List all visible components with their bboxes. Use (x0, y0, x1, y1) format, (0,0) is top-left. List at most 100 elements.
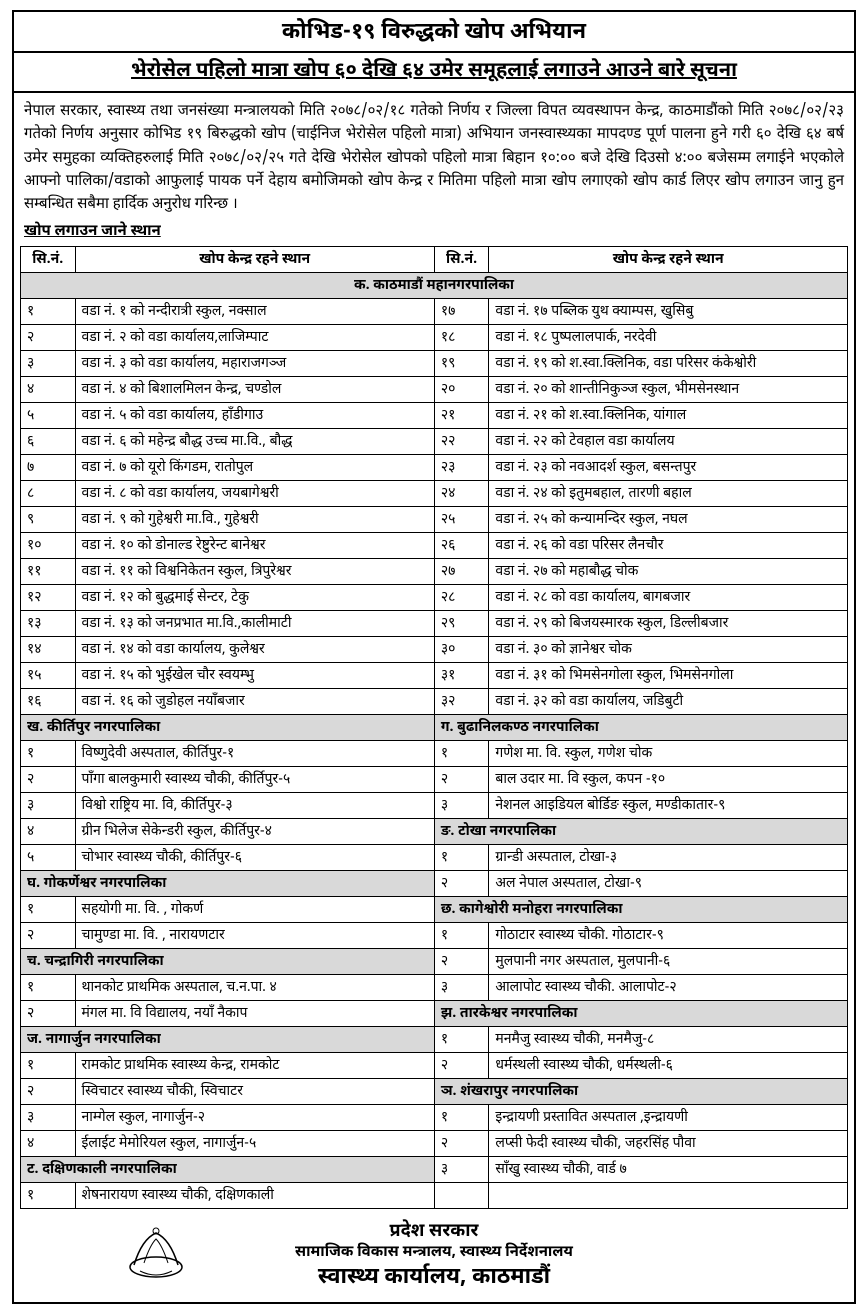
cell: आलापोट स्वास्थ्य चौकी. आलापोट-२ (489, 975, 848, 1001)
cell: वडा नं. ३१ को भिमसेनगोला स्कुल, भिमसेनगो… (489, 663, 848, 689)
section-label: खोप लगाउन जाने स्थान (14, 221, 854, 246)
cell: २ (21, 767, 76, 793)
cell: ६ (21, 429, 76, 455)
cell: स्विचाटर स्वास्थ्य चौकी, स्विचाटर (75, 1079, 434, 1105)
cell: बाल उदार मा. वि स्कुल, कपन -१० (489, 767, 848, 793)
cell: वडा नं. २ को वडा कार्यालय,लाजिम्पाट (75, 325, 434, 351)
table-row: ५वडा नं. ५ को वडा कार्यालय, हाँडीगाउ२१वड… (21, 403, 848, 429)
cell: २ (434, 949, 489, 975)
cell: ३ (434, 975, 489, 1001)
cell: १४ (21, 637, 76, 663)
cell: १ (21, 897, 76, 923)
cell: २६ (434, 533, 489, 559)
table-header-row: सि.नं. खोप केन्द्र रहने स्थान सि.नं. खोप… (21, 247, 848, 273)
cell: वडा नं. २४ को इतुमबहाल, तारणी बहाल (489, 481, 848, 507)
cell: २० (434, 377, 489, 403)
cell: ४ (21, 819, 76, 845)
cell: ज. नागार्जुन नगरपालिका (21, 1027, 435, 1053)
cell: १ (21, 741, 76, 767)
cell: वडा नं. ३ को वडा कार्यालय, महाराजगञ्ज (75, 351, 434, 377)
cell: २८ (434, 585, 489, 611)
table-row: २वडा नं. २ को वडा कार्यालय,लाजिम्पाट१८वड… (21, 325, 848, 351)
cell: ख. कीर्तिपुर नगरपालिका (21, 715, 435, 741)
cell: वडा नं. २५ को कन्यामन्दिर स्कुल, नघल (489, 507, 848, 533)
footer: प्रदेश सरकार सामाजिक विकास मन्त्रालय, स्… (14, 1215, 854, 1302)
table-row: १रामकोट प्राथमिक स्वास्थ्य केन्द्र, रामक… (21, 1053, 848, 1079)
table-row: ट. दक्षिणकाली नगरपालिका३साँखु स्वास्थ्य … (21, 1157, 848, 1183)
cell: वडा नं. २२ को टेवहाल वडा कार्यालय (489, 429, 848, 455)
cell: इन्द्रायणी प्रस्तावित अस्पताल ,इन्द्रायण… (489, 1105, 848, 1131)
cell: ९ (21, 507, 76, 533)
cell: ग्रीन भिलेज सेकेन्डरी स्कुल, कीर्तिपुर-४ (75, 819, 434, 845)
cell: झ. तारकेश्वर नगरपालिका (434, 1001, 847, 1027)
cell: ट. दक्षिणकाली नगरपालिका (21, 1157, 435, 1183)
cell: ग. बुढानिलकण्ठ नगरपालिका (434, 715, 847, 741)
cell: वडा नं. ९ को गुहेश्वरी मा.वि., गुहेश्वरी (75, 507, 434, 533)
cell: १ (21, 1183, 76, 1209)
cell: वडा नं. १६ को जुडोहल नयाँबजार (75, 689, 434, 715)
table-row: च. चन्द्रागिरी नगरपालिका२मुलपानी नगर अस्… (21, 949, 848, 975)
table-row: ११वडा नं. ११ को विश्वनिकेतन स्कुल, त्रिप… (21, 559, 848, 585)
cell: रामकोट प्राथमिक स्वास्थ्य केन्द्र, रामको… (75, 1053, 434, 1079)
table-row: १६वडा नं. १६ को जुडोहल नयाँबजार३२वडा नं.… (21, 689, 848, 715)
cell: २४ (434, 481, 489, 507)
col-sn-left: सि.नं. (21, 247, 76, 273)
cell: २ (21, 1079, 76, 1105)
cell: ३ (21, 351, 76, 377)
cell: २ (434, 1131, 489, 1157)
cell: वडा नं. १५ को भुईखेल चौर स्वयम्भु (75, 663, 434, 689)
cell: वडा नं. १२ को बुद्धमाई सेन्टर, टेकु (75, 585, 434, 611)
cell: गोठाटार स्वास्थ्य चौकी. गोठाटार-९ (489, 923, 848, 949)
cell: विश्वो राष्ट्रिय मा. वि, कीर्तिपुर-३ (75, 793, 434, 819)
cell: नाम्गेल स्कुल, नागार्जुन-२ (75, 1105, 434, 1131)
locations-table: सि.नं. खोप केन्द्र रहने स्थान सि.नं. खोप… (20, 246, 848, 1209)
cell: नेशनल आइडियल बोर्डिङ स्कुल, मण्डीकातार-९ (489, 793, 848, 819)
cell: मंगल मा. वि विद्यालय, नयाँ नैकाप (75, 1001, 434, 1027)
cell: ३ (434, 1157, 489, 1183)
cell: ३ (21, 1105, 76, 1131)
cell: मनमैजु स्वास्थ्य चौकी, मनमैजु-८ (489, 1027, 848, 1053)
table-row: १सहयोगी मा. वि. , गोकर्णछ. कागेश्वोरी मन… (21, 897, 848, 923)
table-row: ९वडा नं. ९ को गुहेश्वरी मा.वि., गुहेश्वर… (21, 507, 848, 533)
cell: वडा नं. ८ को वडा कार्यालय, जयबागेश्वरी (75, 481, 434, 507)
cell: ङ. टोखा नगरपालिका (434, 819, 847, 845)
cell: वडा नं. २९ को बिजयस्मारक स्कुल, डिल्लीबज… (489, 611, 848, 637)
title-main: कोभिड-१९ विरुद्धको खोप अभियान (14, 12, 854, 53)
section-header-row: क. काठमाडौं महानगरपालिका (21, 273, 848, 299)
cell: मुलपानी नगर अस्पताल, मुलपानी-६ (489, 949, 848, 975)
cell: वडा नं. २१ को श.स्वा.क्लिनिक, यांगाल (489, 403, 848, 429)
cell: च. चन्द्रागिरी नगरपालिका (21, 949, 435, 975)
col-loc-left: खोप केन्द्र रहने स्थान (75, 247, 434, 273)
table-row: १थानकोट प्राथमिक अस्पताल, च.न.पा. ४३आलाप… (21, 975, 848, 1001)
cell: २ (21, 325, 76, 351)
cell: १७ (434, 299, 489, 325)
cell: २२ (434, 429, 489, 455)
cell: १३ (21, 611, 76, 637)
cell: १९ (434, 351, 489, 377)
cell: १ (434, 741, 489, 767)
table-row: १विष्णुदेवी अस्पताल, कीर्तिपुर-११गणेश मा… (21, 741, 848, 767)
cell: वडा नं. ३० को ज्ञानेश्वर चोक (489, 637, 848, 663)
cell: २ (434, 1053, 489, 1079)
cell: १० (21, 533, 76, 559)
cell: वडा नं. १ को नन्दीरात्री स्कुल, नक्साल (75, 299, 434, 325)
cell: ३ (434, 793, 489, 819)
cell: १ (21, 975, 76, 1001)
cell (489, 1183, 848, 1209)
cell: चामुण्डा मा. वि. , नारायणटार (75, 923, 434, 949)
cell: वडा नं. ६ को महेन्द्र बौद्ध उच्च मा.वि.,… (75, 429, 434, 455)
cell: १२ (21, 585, 76, 611)
cell: सहयोगी मा. वि. , गोकर्ण (75, 897, 434, 923)
cell: १ (434, 923, 489, 949)
table-row: ३वडा नं. ३ को वडा कार्यालय, महाराजगञ्ज१९… (21, 351, 848, 377)
cell: क. काठमाडौं महानगरपालिका (21, 273, 848, 299)
table-row: २मंगल मा. वि विद्यालय, नयाँ नैकापझ. तारक… (21, 1001, 848, 1027)
cell: छ. कागेश्वोरी मनोहरा नगरपालिका (434, 897, 847, 923)
title-sub: भेरोसेल पहिलो मात्रा खोप ६० देखि ६४ उमेर… (14, 53, 854, 93)
cell: वडा नं. १३ को जनप्रभात मा.वि.,कालीमाटी (75, 611, 434, 637)
cell: १८ (434, 325, 489, 351)
cell: २३ (434, 455, 489, 481)
cell: ४ (21, 1131, 76, 1157)
table-row: ३विश्वो राष्ट्रिय मा. वि, कीर्तिपुर-३३ने… (21, 793, 848, 819)
cell: वडा नं. १० को डोनाल्ड रेष्टुरेन्ट बानेश्… (75, 533, 434, 559)
